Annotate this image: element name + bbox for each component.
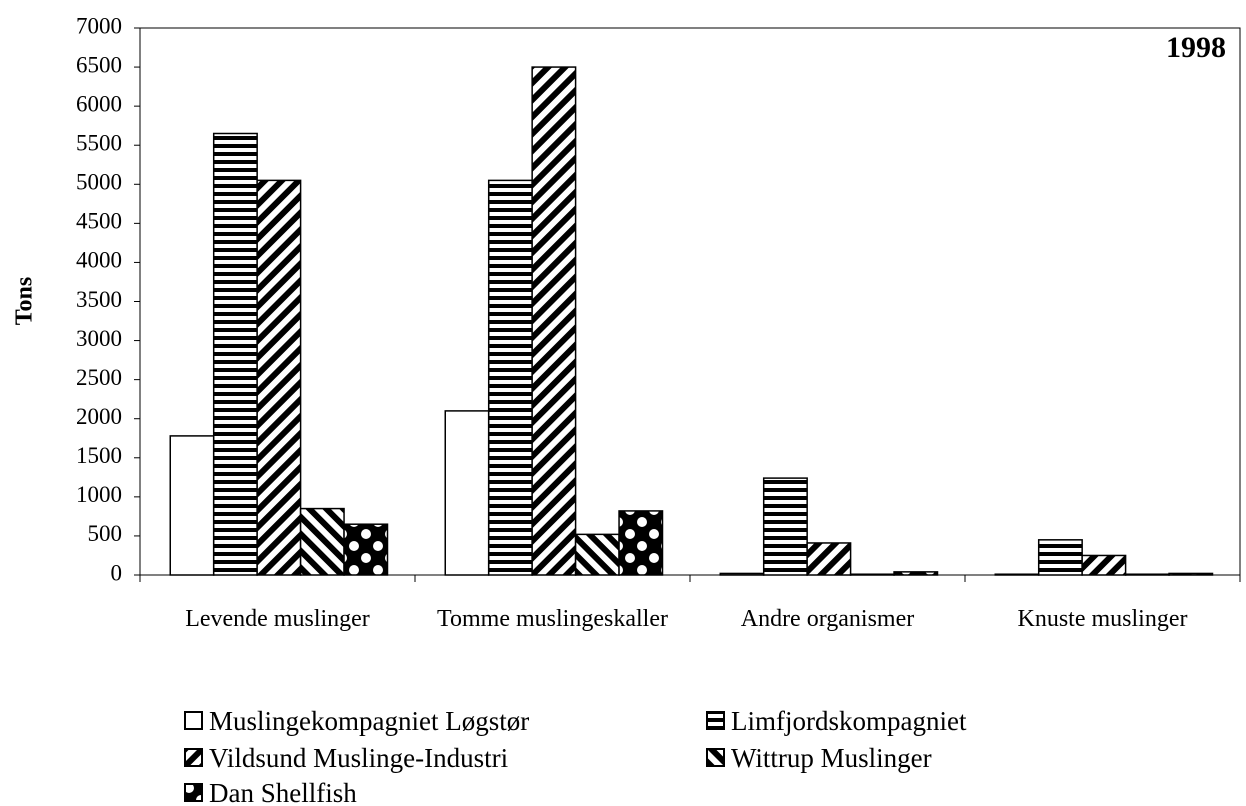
bar bbox=[1081, 554, 1127, 576]
legend-marker bbox=[184, 711, 203, 730]
legend-swatch bbox=[184, 711, 203, 730]
bar bbox=[169, 435, 215, 576]
bar bbox=[487, 179, 533, 576]
y-tick-label: 7000 bbox=[76, 13, 122, 38]
y-tick-label: 3000 bbox=[76, 326, 122, 351]
bar bbox=[212, 132, 258, 576]
y-tick-label: 1500 bbox=[76, 443, 122, 468]
legend-marker bbox=[706, 711, 725, 730]
plot-frame bbox=[139, 27, 1241, 576]
bar bbox=[806, 542, 852, 576]
bar bbox=[1124, 573, 1170, 576]
bar bbox=[1037, 539, 1083, 576]
legend-label: Limfjordskompagniet bbox=[731, 706, 967, 736]
bar bbox=[343, 523, 389, 576]
y-tick-label: 1000 bbox=[76, 482, 122, 507]
y-tick-label: 5000 bbox=[76, 170, 122, 195]
bar bbox=[719, 572, 765, 576]
legend-swatch bbox=[184, 748, 203, 767]
y-tick-label: 2000 bbox=[76, 404, 122, 429]
x-tick-label: Andre organismer bbox=[740, 606, 915, 632]
y-tick-label: 500 bbox=[88, 521, 123, 546]
bar bbox=[849, 573, 895, 576]
x-tick-label: Tomme muslingeskaller bbox=[437, 606, 668, 632]
legend-item: Limfjordskompagniet bbox=[705, 706, 966, 736]
y-tick-label: 6000 bbox=[76, 91, 122, 116]
y-tick-label: 2500 bbox=[76, 365, 122, 390]
legend-swatch bbox=[706, 711, 725, 730]
legend-item: Muslingekompagniet Løgstør bbox=[183, 706, 529, 736]
bar bbox=[574, 533, 620, 576]
legend-item: Wittrup Muslinger bbox=[705, 743, 932, 773]
legend-label: Dan Shellfish bbox=[209, 778, 357, 806]
bar bbox=[299, 507, 345, 576]
legend-label: Wittrup Muslinger bbox=[731, 743, 932, 773]
legend-label: Vildsund Muslinge-Industri bbox=[209, 743, 509, 773]
bar bbox=[444, 410, 490, 576]
y-tick-label: 3500 bbox=[76, 287, 122, 312]
bar bbox=[893, 571, 939, 576]
legend-marker bbox=[184, 783, 203, 802]
bar bbox=[994, 573, 1040, 576]
legend-swatch bbox=[706, 748, 725, 767]
bar bbox=[762, 477, 808, 576]
y-tick-label: 0 bbox=[111, 560, 123, 585]
bar bbox=[1168, 572, 1214, 576]
legend-item: Dan Shellfish bbox=[183, 778, 357, 806]
bar bbox=[618, 510, 664, 576]
chart-title: 1998 bbox=[1166, 31, 1226, 64]
y-tick-label: 4500 bbox=[76, 209, 122, 234]
x-tick-label: Knuste muslinger bbox=[1017, 606, 1188, 632]
bar bbox=[531, 66, 577, 576]
x-tick-label: Levende muslinger bbox=[185, 606, 370, 632]
y-tick-label: 6500 bbox=[76, 52, 122, 77]
bar bbox=[256, 179, 302, 576]
legend-label: Muslingekompagniet Løgstør bbox=[209, 706, 530, 736]
legend-marker bbox=[184, 748, 203, 767]
legend-swatch bbox=[184, 783, 203, 802]
y-tick-label: 4000 bbox=[76, 248, 122, 273]
y-axis-label: Tons bbox=[12, 277, 38, 326]
y-tick-label: 5500 bbox=[76, 130, 122, 155]
legend-item: Vildsund Muslinge-Industri bbox=[183, 743, 508, 773]
legend-marker bbox=[706, 748, 725, 767]
